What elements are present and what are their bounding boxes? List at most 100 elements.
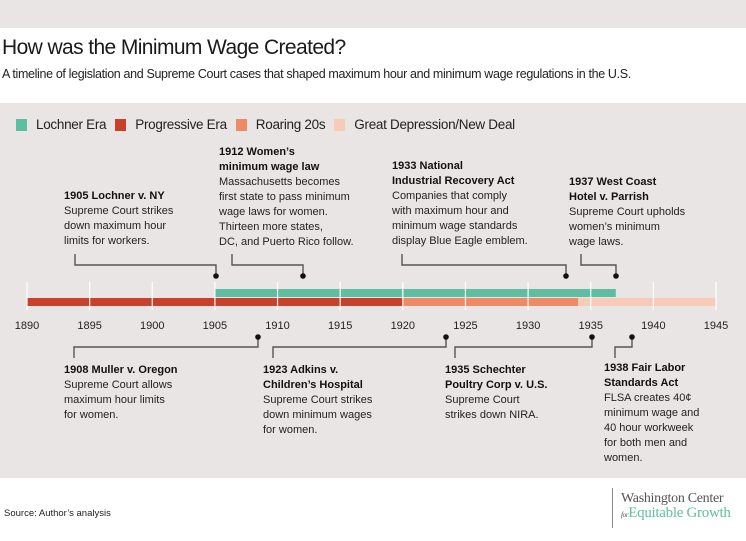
event-title: Standards Act xyxy=(604,377,679,389)
event-body-line: maximum hour limits xyxy=(64,394,165,406)
event-title: Hotel v. Parrish xyxy=(569,191,649,203)
event-marker-1938 xyxy=(629,334,635,340)
connector-1912 xyxy=(231,254,304,276)
tick-label: 1895 xyxy=(77,320,101,332)
event-body-line: DC, and Puerto Rico follow. xyxy=(219,236,354,248)
event-body-line: with maximum hour and xyxy=(392,205,509,217)
event-1912-womens-law: 1912 Women’s minimum wage law Massachuse… xyxy=(219,145,354,250)
event-body-line: display Blue Eagle emblem. xyxy=(392,235,528,247)
event-body-line: FLSA creates 40¢ xyxy=(604,392,692,404)
era-bar-lochner-era xyxy=(214,289,616,297)
event-marker-1937 xyxy=(613,273,619,279)
event-body-line: for women. xyxy=(64,409,119,421)
event-title: 1923 Adkins v. xyxy=(263,364,339,376)
connector-1923 xyxy=(272,337,447,358)
legend-item-lochner: Lochner Era xyxy=(16,117,107,132)
legend-label-depression: Great Depression/New Deal xyxy=(354,117,515,132)
event-1935-schechter: 1935 Schechter Poultry Corp v. U.S. Supr… xyxy=(445,363,547,423)
event-1905-lochner: 1905 Lochner v. NY Supreme Court strikes… xyxy=(64,189,173,249)
event-title: Industrial Recovery Act xyxy=(392,175,515,187)
event-marker-1908 xyxy=(255,334,261,340)
event-title: 1938 Fair Labor xyxy=(604,362,686,374)
legend-swatch-roaring xyxy=(235,118,247,131)
event-1938-flsa: 1938 Fair Labor Standards Act FLSA creat… xyxy=(604,361,699,466)
event-title: 1905 Lochner v. NY xyxy=(64,190,165,202)
event-1923-adkins: 1923 Adkins v. Children’s Hospital Supre… xyxy=(263,363,372,438)
event-1933-nira: 1933 National Industrial Recovery Act Co… xyxy=(392,159,528,249)
connector-1905 xyxy=(74,254,217,276)
event-title: Children’s Hospital xyxy=(263,379,363,391)
event-body-line: limits for workers. xyxy=(64,235,150,247)
event-body-line: women. xyxy=(604,452,643,464)
connector-1908 xyxy=(73,337,259,358)
event-body-line: for women. xyxy=(263,424,318,436)
legend: Lochner Era Progressive Era Roaring 20s … xyxy=(16,117,524,132)
event-body-line: women’s minimum xyxy=(569,221,660,233)
connector-1933 xyxy=(401,254,567,276)
event-1908-muller: 1908 Muller v. Oregon Supreme Court allo… xyxy=(64,363,178,423)
era-bar-great-depression-new-deal xyxy=(578,298,716,306)
event-body-line: strikes down NIRA. xyxy=(445,409,539,421)
event-title: minimum wage law xyxy=(219,161,320,173)
event-1937-west-coast: 1937 West Coast Hotel v. Parrish Supreme… xyxy=(569,175,685,250)
era-bar-roaring-20s xyxy=(402,298,579,306)
tick-label: 1930 xyxy=(516,320,540,332)
tick-label: 1910 xyxy=(265,320,289,332)
source-note: Source: Author’s analysis xyxy=(4,508,111,519)
event-body-line: Companies that comply xyxy=(392,190,507,202)
top-band xyxy=(0,0,746,28)
event-body-line: Supreme Court allows xyxy=(64,379,173,391)
tick-label: 1900 xyxy=(140,320,164,332)
event-marker-1923 xyxy=(443,334,449,340)
event-body-line: Supreme Court xyxy=(445,394,520,406)
connector-1935 xyxy=(454,337,593,358)
event-title: Poultry Corp v. U.S. xyxy=(445,379,548,391)
legend-item-progressive: Progressive Era xyxy=(115,117,227,132)
page-subtitle: A timeline of legislation and Supreme Co… xyxy=(2,67,631,81)
logo-for: for xyxy=(621,511,629,519)
event-title: 1912 Women’s xyxy=(219,146,295,158)
event-body-line: Thirteen more states, xyxy=(219,221,323,233)
event-body-line: minimum wage and xyxy=(604,407,700,419)
event-body-line: 40 hour workweek xyxy=(604,422,694,434)
event-body-line: wage laws for women. xyxy=(219,206,328,218)
logo-equitable-growth: Equitable Growth xyxy=(628,505,731,521)
tick-label: 1920 xyxy=(391,320,415,332)
logo-divider xyxy=(612,488,613,528)
event-body-line: down maximum hour xyxy=(64,220,167,232)
tick-label: 1925 xyxy=(453,320,477,332)
event-title: 1908 Muller v. Oregon xyxy=(64,364,178,376)
page-title: How was the Minimum Wage Created? xyxy=(2,36,346,59)
legend-label-roaring: Roaring 20s xyxy=(255,117,326,132)
event-body-line: for both men and xyxy=(604,437,688,449)
event-marker-1912 xyxy=(300,273,306,279)
legend-swatch-lochner xyxy=(16,118,27,131)
legend-swatch-depression xyxy=(334,118,346,131)
legend-item-depression: Great Depression/New Deal xyxy=(334,117,515,132)
legend-swatch-progressive xyxy=(115,118,127,131)
tick-label: 1940 xyxy=(641,320,665,332)
logo-line-1: Washington Center xyxy=(621,491,724,506)
event-body-line: Supreme Court strikes xyxy=(64,205,174,217)
event-title: 1935 Schechter xyxy=(445,364,526,376)
connector-1938 xyxy=(614,337,633,358)
event-marker-1933 xyxy=(563,273,569,279)
event-body-line: minimum wage standards xyxy=(392,220,518,232)
event-body-line: first state to pass minimum xyxy=(219,191,350,203)
event-title: 1937 West Coast xyxy=(569,176,657,188)
event-body-line: Supreme Court upholds xyxy=(569,206,686,218)
event-body-line: down minimum wages xyxy=(263,409,372,421)
connector-1937 xyxy=(580,254,617,276)
event-title: 1933 National xyxy=(392,160,463,172)
logo-line-2: forEquitable Growth xyxy=(621,505,731,522)
event-marker-1935 xyxy=(589,334,595,340)
legend-label-lochner: Lochner Era xyxy=(36,117,107,132)
event-body-line: wage laws. xyxy=(569,236,624,248)
event-body-line: Supreme Court strikes xyxy=(263,394,373,406)
event-body-line: Massachusetts becomes xyxy=(219,176,341,188)
tick-label: 1945 xyxy=(704,320,728,332)
event-marker-1905 xyxy=(213,273,219,279)
legend-label-progressive: Progressive Era xyxy=(135,117,227,132)
legend-item-roaring: Roaring 20s xyxy=(235,117,326,132)
